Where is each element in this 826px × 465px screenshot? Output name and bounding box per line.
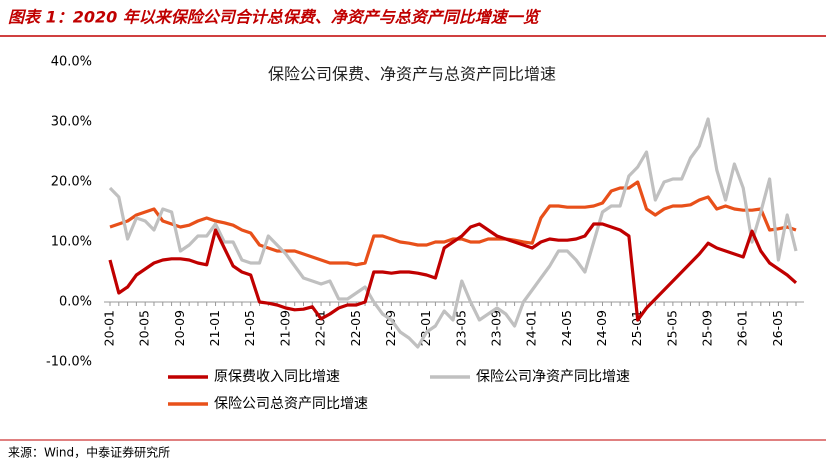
header-title: 图表 1：2020 年以来保险公司合计总保费、净资产与总资产同比增速一览: [8, 8, 542, 27]
x-tick-label: 24-09: [594, 310, 609, 346]
series-line: [108, 117, 798, 349]
y-tick-label: -10.0%: [46, 355, 92, 370]
legend-label: 保险公司总资产同比增速: [214, 396, 368, 412]
x-tick-label: 25-05: [664, 310, 679, 346]
x-tick-label: 24-01: [524, 310, 539, 346]
x-tick-label: 24-05: [559, 310, 574, 346]
chart-title: 保险公司保费、净资产与总资产同比增速: [268, 65, 556, 84]
x-tick-label: 23-09: [488, 310, 503, 346]
y-tick-label: 30.0%: [51, 115, 92, 130]
y-tick-label: 20.0%: [51, 175, 92, 190]
source: 来源：Wind，中泰证券研究所: [8, 445, 170, 460]
x-tick-label: 20-05: [137, 310, 152, 346]
y-tick-label: 40.0%: [51, 55, 92, 70]
x-tick-label: 21-01: [207, 310, 222, 346]
series-line: [109, 180, 797, 267]
x-tick-label: 21-05: [242, 310, 257, 346]
x-tick-label: 25-01: [629, 310, 644, 346]
x-tick-label: 21-09: [277, 310, 292, 346]
x-tick-label: 25-09: [700, 310, 715, 346]
y-tick-label: 10.0%: [51, 235, 92, 250]
x-tick-label: 26-05: [770, 310, 785, 346]
legend-label: 保险公司净资产同比增速: [476, 369, 630, 385]
x-tick-label: 26-01: [735, 310, 750, 346]
x-tick-label: 23-05: [453, 310, 468, 346]
series-line: [108, 222, 798, 322]
x-tick-label: 20-01: [102, 310, 117, 346]
x-tick-label: 22-05: [348, 310, 363, 346]
y-tick-label: 0.0%: [59, 295, 92, 310]
x-tick-label: 20-09: [172, 310, 187, 346]
legend-label: 原保费收入同比增速: [214, 369, 340, 385]
x-tick-label: 22-09: [383, 310, 398, 346]
